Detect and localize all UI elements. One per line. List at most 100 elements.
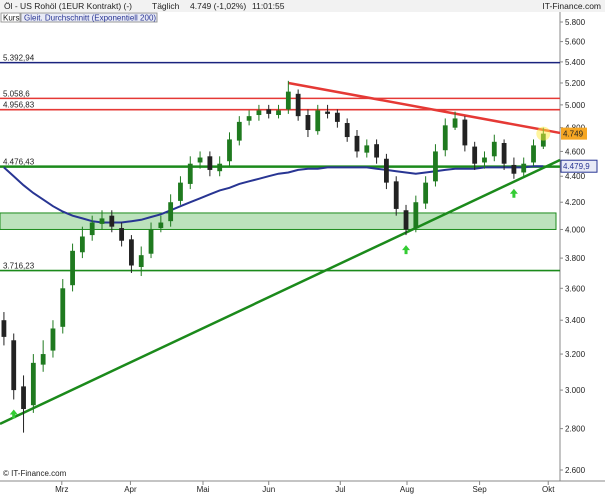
candle-body [364, 145, 370, 153]
candle-body [344, 123, 350, 138]
interval: Täglich [152, 1, 180, 11]
highlight [536, 126, 551, 141]
candle-body [384, 158, 389, 183]
x-tick-label: Mai [197, 485, 210, 494]
candle-body [50, 328, 56, 351]
y-tick-label: 3.000 [565, 386, 586, 395]
candle-body [305, 115, 311, 130]
candle-body [207, 156, 213, 170]
signal-arrow [509, 188, 518, 198]
signal-arrow [9, 409, 18, 419]
candle-body [442, 125, 448, 151]
y-tick-label: 2.800 [565, 425, 586, 434]
ema-line [3, 165, 544, 224]
y-tick-label: 4.000 [565, 225, 586, 234]
candle-body [40, 354, 46, 365]
signal-arrow [402, 245, 411, 255]
legend-box [0, 12, 21, 23]
candle-body [354, 135, 360, 152]
y-tick-label: 5.200 [565, 79, 586, 88]
candle-body [452, 118, 458, 128]
y-tick-label: 4.600 [565, 147, 586, 156]
candle-body [178, 182, 183, 201]
trendline [0, 158, 561, 425]
x-tick-label: Okt [542, 485, 555, 494]
level-label: 5.392,94 [3, 54, 35, 63]
candle-body [413, 202, 419, 229]
candle-body [236, 121, 242, 141]
candle-body [60, 288, 66, 327]
quote: 4.749 (-1,02%) [190, 1, 246, 11]
candle-body [217, 163, 223, 172]
candle-body [521, 163, 527, 173]
candle-body [11, 340, 17, 391]
candle-body [325, 111, 330, 114]
legend-box [20, 12, 158, 23]
level-label: 5.058,6 [3, 89, 30, 98]
ema-box [560, 159, 598, 173]
candle-body [472, 146, 478, 164]
y-tick-label: 3.800 [565, 254, 586, 263]
time: 11:01:55 [252, 1, 285, 11]
header-bar [0, 0, 605, 12]
y-tick-label: 5.400 [565, 58, 586, 67]
candle-body [246, 116, 252, 121]
x-tick-label: Sep [472, 485, 487, 494]
price-box [561, 127, 587, 140]
price-label: 4.749 [563, 130, 584, 139]
y-tick-label: 5.800 [565, 18, 586, 27]
candle-body [148, 229, 154, 254]
support-zone [0, 212, 557, 230]
candle-body [227, 139, 232, 162]
legend-item: Gleit. Durchschnitt (Exponentiell 200) [24, 14, 156, 23]
candle-body [462, 119, 468, 146]
candle-body [403, 210, 409, 230]
y-tick-label: 3.200 [565, 350, 586, 359]
candle-body [482, 157, 487, 163]
candle-body [285, 91, 291, 110]
candle-body [256, 110, 262, 116]
candle-body [276, 110, 281, 116]
chart-title: Öl - US Rohöl (1EUR Kontrakt) (-) [4, 1, 132, 11]
candle-body [119, 228, 125, 241]
candle-body [491, 141, 497, 157]
candle-body [511, 164, 517, 174]
y-tick-label: 3.600 [565, 284, 586, 293]
candle-body [1, 320, 7, 337]
candle-body [168, 202, 174, 222]
trendline [288, 81, 561, 135]
candle-body [89, 222, 95, 236]
level-label: 4.956,83 [3, 101, 35, 110]
candle-body [70, 250, 75, 286]
y-tick-label: 5.600 [565, 38, 586, 47]
y-tick-label: 5.000 [565, 101, 586, 110]
level-label: 3.716,23 [3, 262, 35, 271]
candle-body [295, 93, 301, 117]
y-tick-label: 4.400 [565, 172, 586, 181]
level-label: 4.476,43 [3, 158, 35, 167]
brand: IT-Finance.com [542, 1, 601, 11]
candle-body [109, 215, 115, 227]
x-tick-label: Aug [400, 485, 414, 494]
candle-body [334, 112, 340, 122]
legend-item: Kurs [3, 14, 19, 23]
candle-body [531, 145, 536, 163]
candle-body [129, 239, 134, 266]
x-tick-label: Jul [335, 485, 345, 494]
y-tick-label: 3.400 [565, 316, 586, 325]
candle-body [423, 182, 429, 204]
candle-body [374, 144, 380, 158]
candle-body [138, 255, 144, 267]
y-tick-label: 2.600 [565, 466, 586, 475]
candle-body [433, 151, 438, 182]
candle-body [266, 109, 272, 114]
candle-body [21, 386, 26, 410]
candle-body [158, 222, 164, 229]
candle-body [315, 110, 321, 132]
ema-label: 4.479,9 [563, 162, 590, 171]
candle-body [79, 236, 85, 253]
x-tick-label: Jun [262, 485, 275, 494]
candle-body [187, 163, 193, 184]
candle-body [30, 362, 36, 406]
